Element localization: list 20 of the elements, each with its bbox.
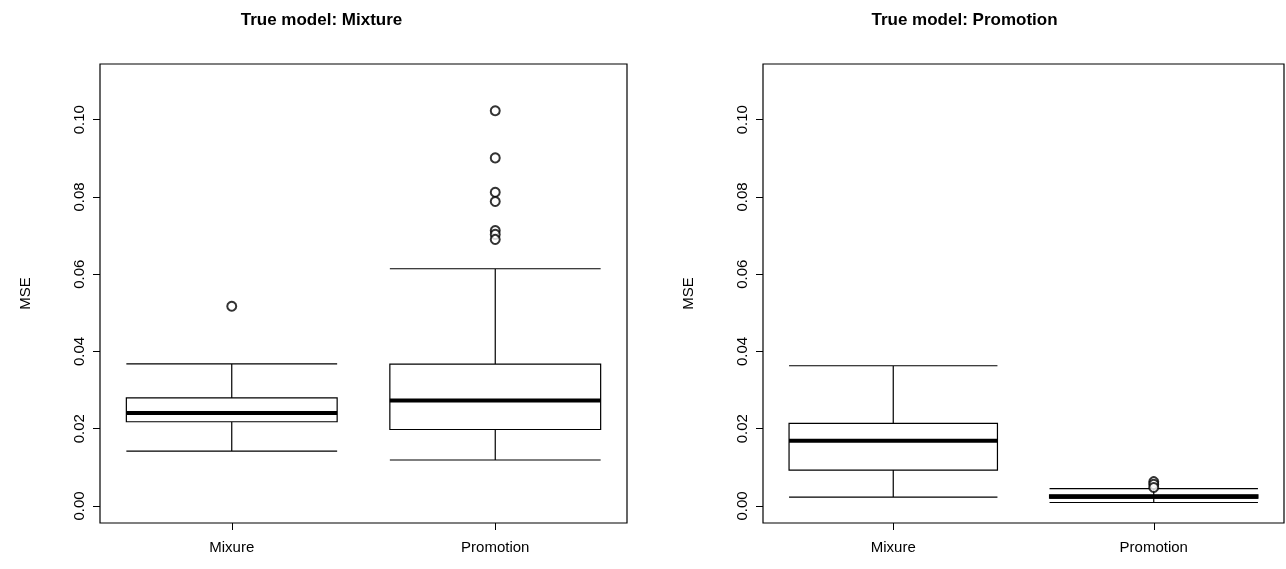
y-tick-label: 0.02: [733, 414, 750, 444]
x-tick-label: Promotion: [461, 538, 530, 555]
y-tick-label: 0.08: [70, 182, 87, 212]
x-tick-label: Promotion: [1119, 538, 1188, 555]
y-tick-label: 0.06: [733, 259, 750, 289]
y-tick-label: 0.10: [733, 105, 750, 135]
y-tick-label: 0.06: [70, 259, 87, 289]
y-tick-label: 0.00: [70, 491, 87, 521]
y-tick-label: 0.04: [70, 336, 87, 367]
y-tick-label: 0.00: [733, 491, 750, 521]
y-tick-label: 0.10: [70, 105, 87, 135]
chart-title: True model: Promotion: [871, 10, 1058, 29]
y-axis-title: MSE: [16, 277, 33, 310]
x-tick-label: Mixure: [209, 538, 255, 555]
y-tick-label: 0.08: [733, 182, 750, 212]
y-tick-label: 0.04: [733, 336, 750, 367]
x-tick-label: Mixure: [870, 538, 916, 555]
y-axis-title: MSE: [679, 277, 696, 310]
y-tick-label: 0.02: [70, 414, 87, 444]
chart-title: True model: Mixture: [240, 10, 403, 29]
